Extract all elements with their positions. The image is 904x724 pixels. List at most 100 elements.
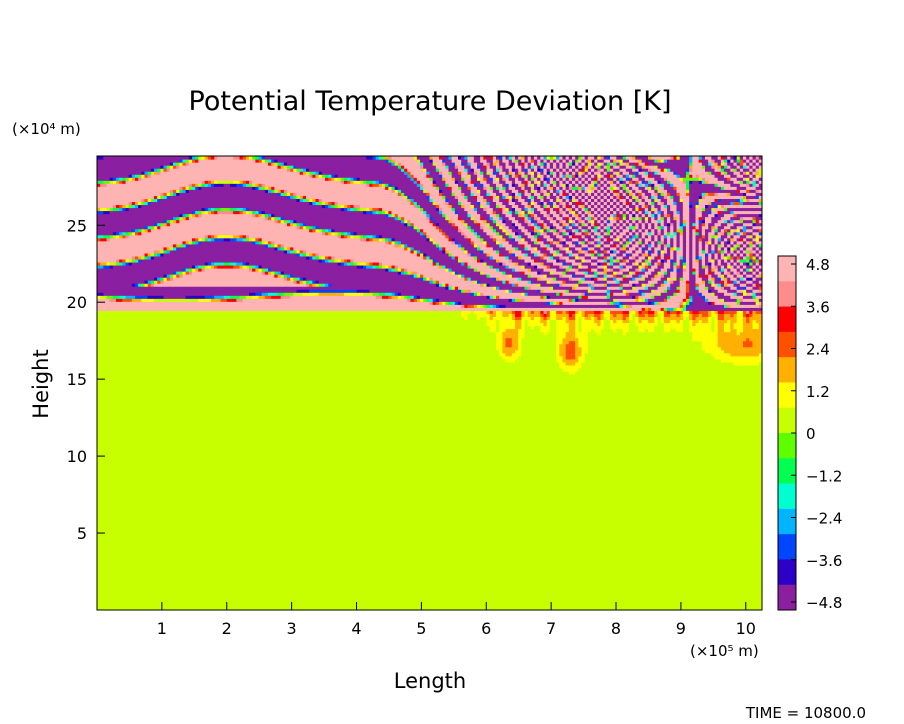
heatmap-cell xyxy=(692,162,703,166)
heatmap-cell xyxy=(477,280,481,284)
heatmap-cell xyxy=(714,192,719,196)
heatmap-cell xyxy=(454,192,462,196)
heatmap-cell xyxy=(682,313,690,318)
heatmap-cell xyxy=(546,195,551,199)
heatmap-cell xyxy=(537,246,545,251)
heatmap-cell xyxy=(695,174,700,178)
heatmap-cell xyxy=(480,156,484,160)
heatmap-cell xyxy=(195,264,199,269)
heatmap-cell xyxy=(670,180,684,184)
heatmap-cell xyxy=(717,219,725,224)
heatmap-cell xyxy=(549,240,554,245)
heatmap-cell xyxy=(119,177,123,181)
heatmap-cell xyxy=(524,328,541,333)
heatmap-cell xyxy=(290,192,294,196)
heatmap-cell xyxy=(644,298,649,302)
heatmap-cell xyxy=(657,192,662,196)
heatmap-cell xyxy=(616,177,621,181)
heatmap-cell xyxy=(556,159,560,163)
heatmap-cell xyxy=(521,310,526,314)
heatmap-cell xyxy=(521,216,526,221)
heatmap-cell xyxy=(423,210,427,215)
heatmap-cell xyxy=(410,225,415,230)
heatmap-cell xyxy=(610,225,614,230)
heatmap-cell xyxy=(625,198,630,202)
heatmap-cell xyxy=(572,225,579,230)
heatmap-cell xyxy=(236,183,244,187)
heatmap-cell xyxy=(397,243,402,248)
heatmap-cell xyxy=(733,228,738,233)
heatmap-cell xyxy=(581,352,586,357)
heatmap-cell xyxy=(537,252,545,257)
heatmap-cell xyxy=(306,249,412,254)
heatmap-cell xyxy=(701,192,706,196)
heatmap-cell xyxy=(201,267,206,272)
heatmap-cell xyxy=(705,271,709,275)
heatmap-cell xyxy=(290,219,294,224)
heatmap-cell xyxy=(743,201,760,206)
heatmap-cell xyxy=(632,264,640,269)
heatmap-cell xyxy=(689,246,693,251)
heatmap-cell xyxy=(511,204,519,209)
heatmap-cell xyxy=(483,219,488,224)
heatmap-cell xyxy=(663,289,668,293)
heatmap-cell xyxy=(610,246,617,251)
heatmap-cell xyxy=(568,322,576,327)
heatmap-cell xyxy=(480,316,488,321)
heatmap-cell xyxy=(299,249,304,254)
heatmap-cell xyxy=(648,319,655,324)
heatmap-cell xyxy=(201,240,253,245)
heatmap-cell xyxy=(660,252,665,257)
heatmap-cell xyxy=(499,267,513,272)
heatmap-cell xyxy=(629,328,640,333)
heatmap-cell xyxy=(141,283,146,287)
heatmap-cell xyxy=(701,165,706,169)
heatmap-cell xyxy=(515,310,522,314)
heatmap-cell xyxy=(369,183,374,187)
heatmap-cell xyxy=(154,252,158,257)
heatmap-cell xyxy=(591,198,595,202)
heatmap-cell xyxy=(176,246,180,251)
heatmap-cell xyxy=(660,240,665,245)
heatmap-cell xyxy=(660,207,668,212)
heatmap-cell xyxy=(442,171,450,175)
heatmap-cell xyxy=(632,252,640,257)
heatmap-cell xyxy=(695,210,703,215)
heatmap-cell xyxy=(591,261,598,266)
heatmap-cell xyxy=(638,216,643,221)
heatmap-cell xyxy=(682,222,687,227)
heatmap-cell xyxy=(394,213,399,218)
heatmap-cell xyxy=(584,246,589,251)
heatmap-cell xyxy=(578,325,583,330)
heatmap-cell xyxy=(663,177,668,181)
heatmap-cell xyxy=(527,252,535,257)
heatmap-cell xyxy=(584,183,589,187)
heatmap-cell xyxy=(727,240,731,245)
heatmap-cell xyxy=(597,225,602,230)
heatmap-cell xyxy=(597,219,602,224)
heatmap-cell xyxy=(521,255,532,260)
heatmap-cell xyxy=(492,246,507,251)
heatmap-cell xyxy=(261,267,266,272)
heatmap-cell xyxy=(743,340,754,345)
heatmap-cell xyxy=(546,177,551,181)
heatmap-cell xyxy=(644,186,649,190)
heatmap-cell xyxy=(144,171,149,175)
heatmap-cell xyxy=(439,189,443,193)
heatmap-cell xyxy=(477,219,484,224)
heatmap-cell xyxy=(255,267,260,272)
heatmap-cell xyxy=(467,225,472,230)
heatmap-cell xyxy=(245,183,250,187)
heatmap-cell xyxy=(378,264,383,269)
heatmap-cell xyxy=(698,252,706,257)
heatmap-cell xyxy=(489,201,497,206)
heatmap-cell xyxy=(622,201,627,206)
heatmap-cell xyxy=(293,222,298,227)
heatmap-cell xyxy=(527,210,532,215)
heatmap-cell xyxy=(97,437,762,442)
heatmap-cell xyxy=(461,216,472,221)
heatmap-cell xyxy=(530,186,535,190)
heatmap-cell xyxy=(391,162,396,166)
heatmap-cell xyxy=(116,258,120,263)
heatmap-cell xyxy=(543,322,548,327)
